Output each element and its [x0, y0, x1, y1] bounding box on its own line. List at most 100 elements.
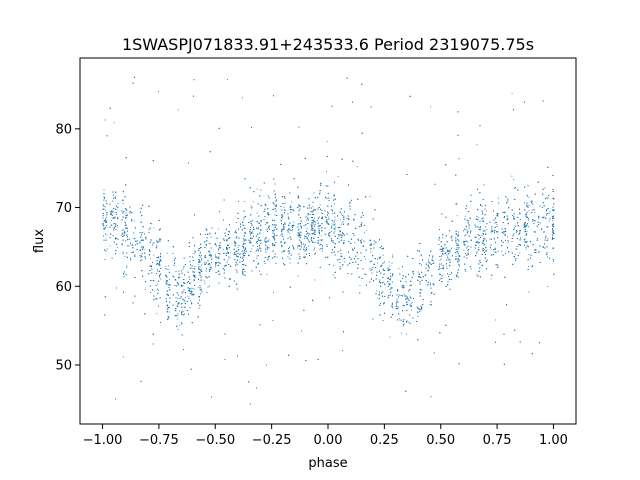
data-point	[306, 247, 308, 248]
data-point	[165, 265, 167, 267]
data-point	[176, 318, 178, 320]
data-point	[409, 296, 411, 298]
data-point	[465, 234, 467, 235]
data-point	[222, 248, 224, 250]
data-point	[208, 251, 209, 252]
data-point	[528, 204, 530, 206]
data-point	[122, 253, 124, 255]
data-point	[334, 216, 336, 218]
data-point	[526, 231, 528, 232]
data-point	[304, 237, 305, 239]
data-point	[324, 216, 326, 218]
data-point	[236, 287, 238, 289]
data-point	[469, 225, 471, 227]
data-point	[203, 280, 205, 282]
data-point	[319, 244, 321, 246]
data-point	[333, 265, 335, 267]
data-point	[228, 231, 229, 232]
data-point	[442, 274, 444, 276]
data-point	[219, 246, 220, 248]
data-point	[359, 285, 361, 286]
data-point	[243, 219, 245, 221]
data-point	[252, 201, 254, 203]
data-point	[319, 216, 320, 218]
data-point	[514, 254, 516, 255]
data-point	[321, 247, 323, 249]
data-point	[139, 256, 141, 258]
data-point	[258, 226, 259, 228]
data-point	[134, 237, 136, 239]
data-point	[392, 254, 393, 256]
data-point	[349, 203, 350, 205]
data-point	[398, 318, 400, 319]
data-point	[244, 201, 246, 202]
data-point	[440, 268, 442, 270]
data-point	[513, 187, 515, 189]
data-point	[237, 246, 239, 248]
data-point	[525, 226, 527, 228]
data-point	[430, 106, 431, 108]
data-point	[477, 242, 479, 244]
data-point	[177, 298, 179, 299]
data-point	[534, 212, 536, 213]
data-point	[166, 252, 168, 254]
data-point	[543, 231, 545, 233]
data-point	[339, 218, 341, 220]
data-point	[446, 247, 447, 249]
data-point	[160, 256, 162, 258]
data-point	[342, 234, 343, 236]
data-point	[439, 268, 441, 270]
data-point	[114, 196, 116, 198]
data-point	[357, 166, 358, 168]
data-point	[464, 215, 466, 217]
data-point	[226, 79, 228, 80]
data-point	[425, 274, 427, 276]
data-point	[322, 248, 323, 250]
data-point	[153, 227, 155, 229]
data-point	[289, 229, 291, 231]
data-point	[160, 278, 161, 280]
data-point	[317, 225, 319, 227]
data-point	[380, 265, 382, 267]
data-point	[235, 269, 237, 271]
data-point	[486, 250, 487, 252]
data-point	[354, 242, 355, 243]
data-point	[198, 263, 200, 265]
data-point	[458, 260, 460, 262]
data-point	[440, 251, 442, 253]
data-point	[524, 202, 526, 204]
data-point	[200, 270, 202, 272]
data-point	[276, 256, 278, 258]
data-point	[314, 279, 316, 281]
data-point	[392, 306, 393, 308]
data-point	[139, 249, 141, 251]
data-point	[105, 209, 106, 211]
data-point	[123, 356, 124, 358]
data-point	[267, 228, 269, 229]
data-point	[124, 230, 125, 232]
data-point	[335, 226, 336, 228]
data-point	[319, 204, 321, 206]
data-point	[528, 254, 530, 255]
data-point	[545, 218, 547, 219]
data-point	[236, 271, 238, 273]
data-point	[132, 244, 134, 246]
data-point	[321, 250, 323, 252]
data-point	[364, 232, 365, 234]
data-point	[376, 290, 378, 292]
data-point	[201, 258, 203, 260]
data-point	[205, 270, 207, 272]
data-point	[150, 258, 151, 260]
data-point	[320, 235, 322, 237]
data-point	[528, 196, 530, 198]
data-point	[481, 235, 483, 237]
data-point	[204, 261, 205, 263]
data-point	[411, 309, 412, 311]
data-point	[532, 200, 533, 202]
data-point	[370, 251, 372, 253]
data-point	[390, 272, 391, 274]
data-point	[142, 246, 144, 247]
data-point	[188, 279, 190, 280]
data-point	[297, 232, 299, 233]
data-point	[243, 274, 245, 276]
